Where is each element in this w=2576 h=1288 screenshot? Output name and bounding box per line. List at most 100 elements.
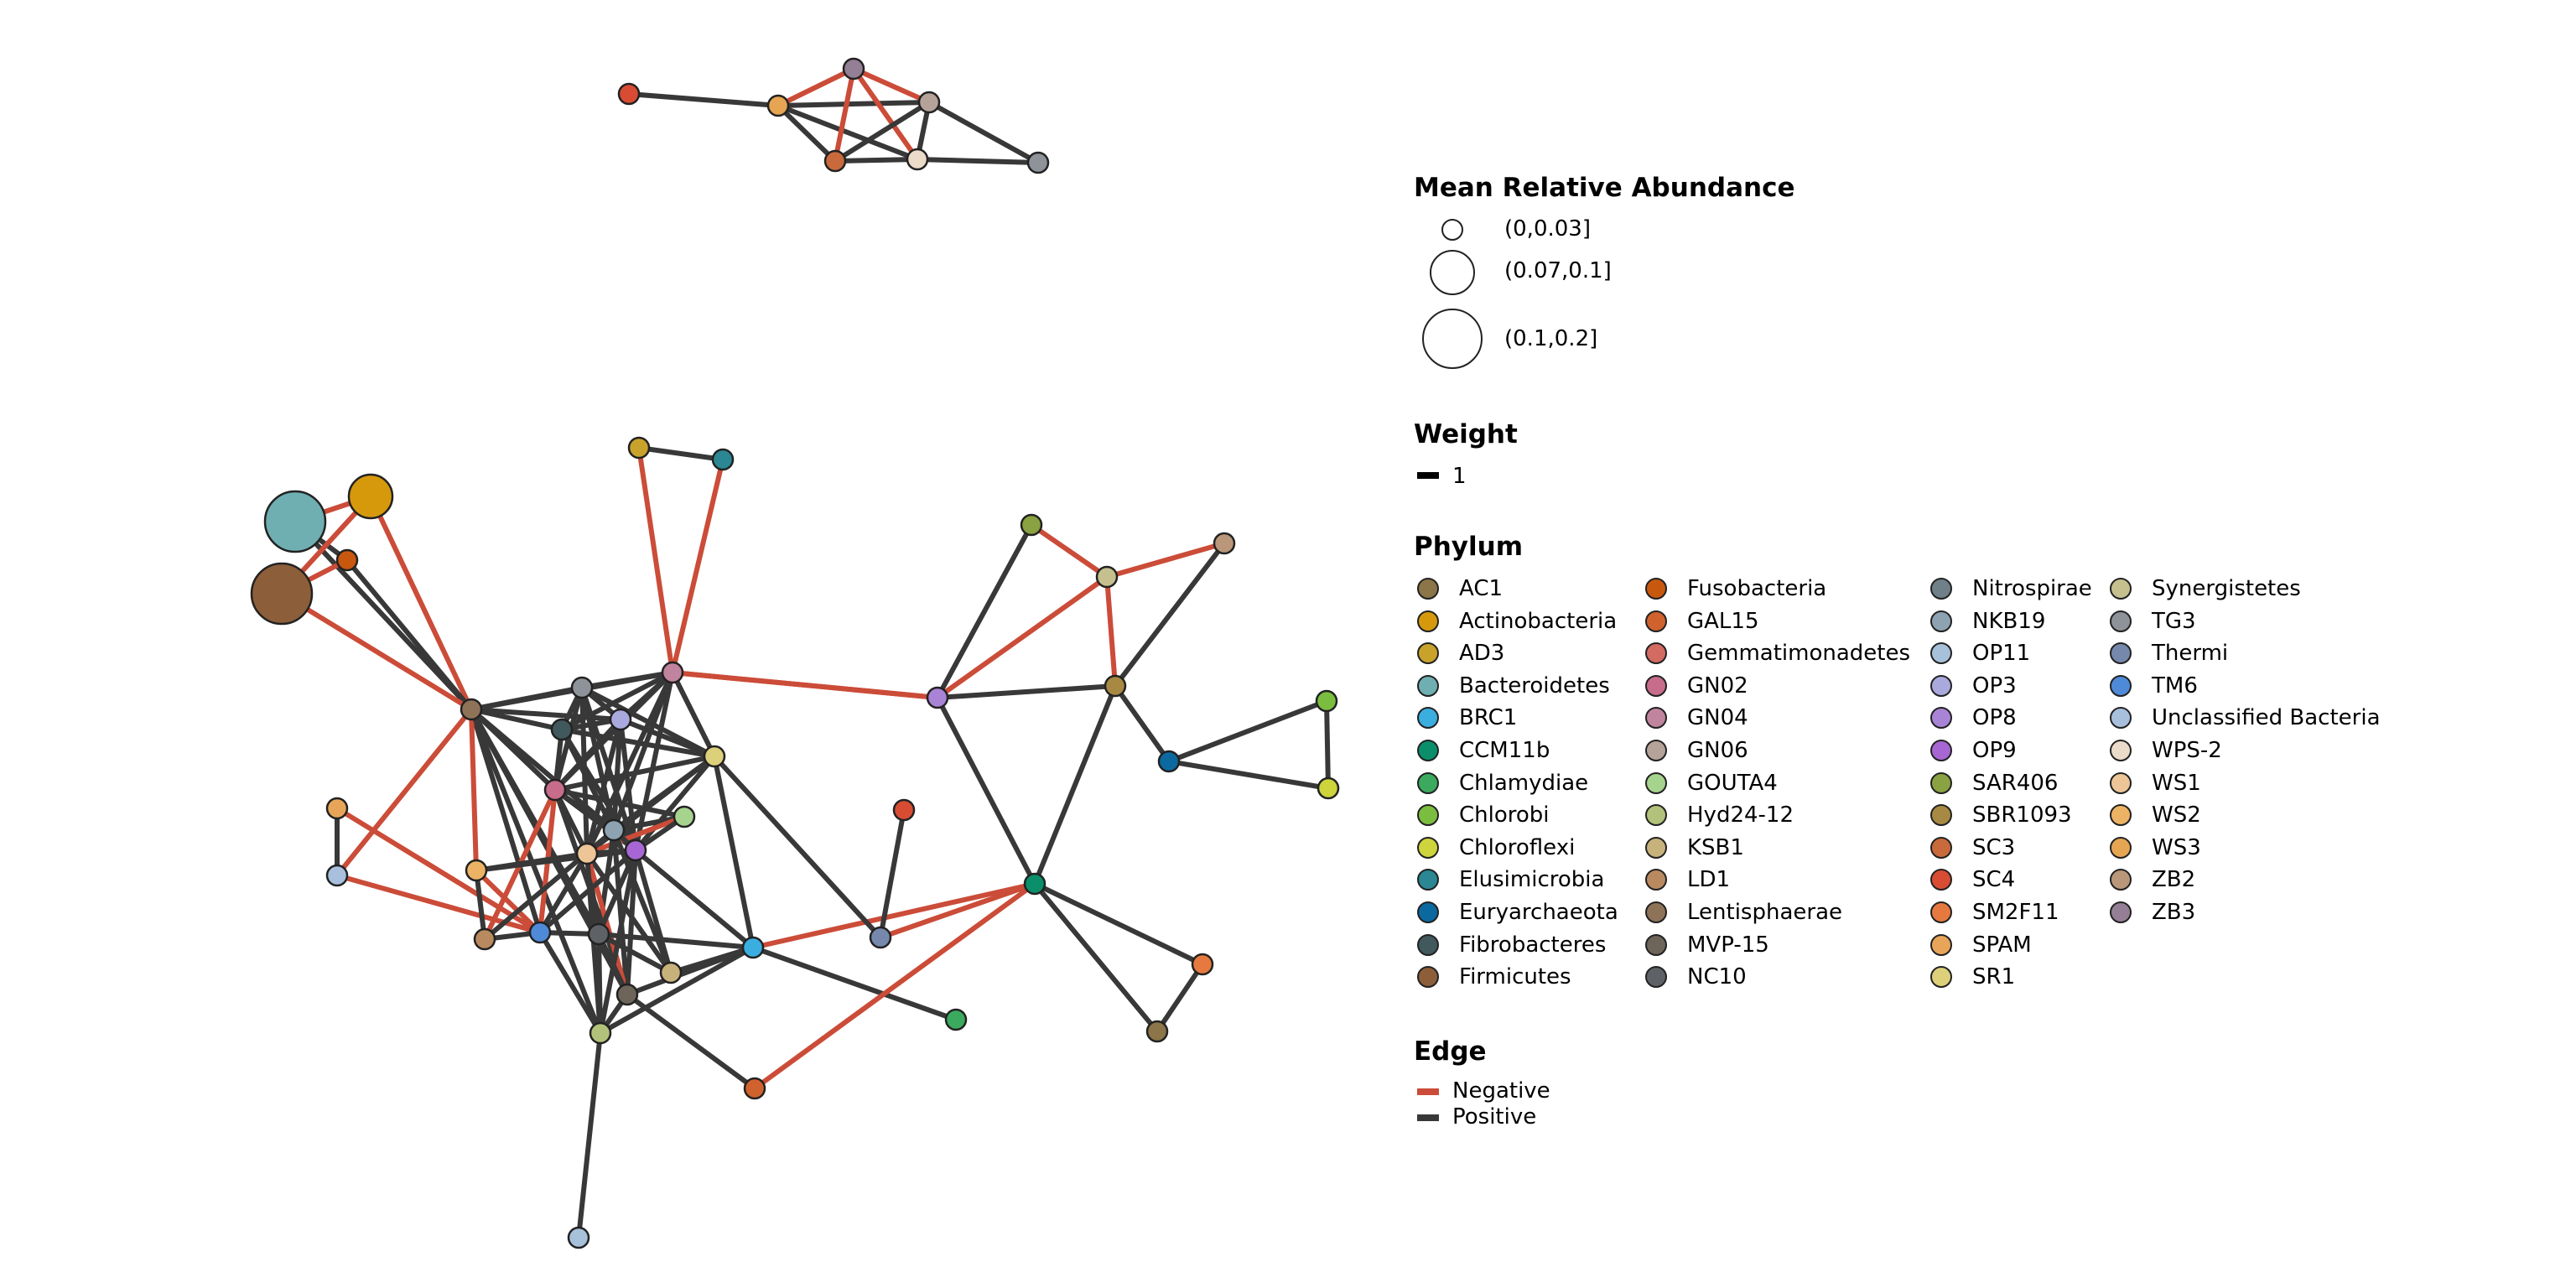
size-circle-medium <box>1430 250 1475 295</box>
phylum-label: Thermi <box>2152 641 2229 667</box>
positive-edge <box>618 717 717 759</box>
phylum-label: Lentisphaerae <box>1687 900 1842 925</box>
node-zb2 <box>1213 532 1236 555</box>
positive-edge <box>776 103 838 164</box>
positive-edge <box>584 851 673 975</box>
phylum-label: Euryarchaeota <box>1459 900 1618 925</box>
positive-edge <box>469 707 623 722</box>
phylum-swatch <box>1930 966 1952 989</box>
negative-edge <box>670 670 940 700</box>
positive-edge <box>469 707 616 833</box>
weight-swatch <box>1417 472 1439 479</box>
phylum-label: TG3 <box>2152 608 2196 634</box>
positive-edge <box>1166 699 1329 764</box>
node-nkb19 <box>602 818 626 842</box>
node-spam <box>325 797 349 820</box>
node-op8 <box>926 686 949 709</box>
node-zb3 <box>842 57 865 80</box>
phylum-swatch <box>2110 674 2132 697</box>
phylum-label: KSB1 <box>1687 834 1744 860</box>
phylum-label: NC10 <box>1687 964 1747 990</box>
negative-edge <box>1104 541 1227 579</box>
node-gal15 <box>743 1077 766 1100</box>
node-thermi <box>869 926 892 949</box>
phylum-label: CCM11b <box>1459 738 1550 763</box>
node-gn06 <box>917 91 941 114</box>
phylum-swatch <box>1417 578 1439 600</box>
phylum-label: GN04 <box>1687 705 1748 731</box>
phylum-swatch <box>1930 933 1952 956</box>
phylum-swatch <box>1930 836 1952 859</box>
node-tg3 <box>1026 151 1050 174</box>
positive-edge <box>935 522 1034 700</box>
phylum-swatch <box>1930 901 1952 923</box>
negative-edge <box>474 868 543 935</box>
node-actinobacteria <box>347 473 394 520</box>
positive-edge <box>596 932 630 997</box>
phylum-swatch <box>1645 642 1667 665</box>
positive-edge <box>576 1031 603 1240</box>
negative-edge <box>776 66 856 108</box>
weight-label: 1 <box>1452 464 1467 489</box>
phylum-swatch <box>1417 804 1439 827</box>
node-ws3 <box>766 94 790 117</box>
phylum-label: ZB3 <box>2152 900 2196 925</box>
negative-edge <box>279 591 474 712</box>
node-ld1 <box>473 927 496 951</box>
positive-edge <box>553 787 687 819</box>
phylum-label: GN02 <box>1687 673 1748 699</box>
phylum-label: SC4 <box>1972 867 2016 893</box>
node-elusimicrobia <box>711 448 735 471</box>
positive-edge <box>1032 881 1160 1034</box>
positive-edge <box>538 930 603 1036</box>
node-synergistetes <box>1095 565 1119 589</box>
phylum-label: GN06 <box>1687 738 1748 763</box>
phylum-label: Chloroflexi <box>1459 834 1576 860</box>
phylum-label: OP3 <box>1972 673 2017 699</box>
node-ws2 <box>465 859 488 882</box>
phylum-swatch <box>1930 610 1952 632</box>
positive-edge <box>293 519 474 712</box>
phylum-legend-title: Phylum <box>1414 532 1523 562</box>
network-nodes <box>250 57 1340 1249</box>
phylum-swatch <box>1645 578 1667 600</box>
negative-edge <box>750 881 1037 950</box>
phylum-label: MVP-15 <box>1687 932 1769 958</box>
network-edges <box>279 66 1331 1240</box>
positive-edge <box>833 157 920 164</box>
phylum-swatch <box>1417 933 1439 956</box>
node-fusobacteria <box>335 548 359 572</box>
negative-edge <box>469 707 479 873</box>
positive-edge <box>626 91 781 108</box>
phylum-swatch <box>1645 869 1667 891</box>
phylum-swatch <box>1417 836 1439 859</box>
phylum-swatch <box>2110 578 2132 600</box>
positive-edge <box>474 848 638 873</box>
positive-edge <box>596 932 603 1036</box>
phylum-label: Chlorobi <box>1459 802 1550 828</box>
node-ccm11b <box>1023 872 1046 896</box>
phylum-swatch <box>1930 771 1952 794</box>
positive-edge <box>625 945 756 997</box>
edge-swatch-negative <box>1417 1088 1439 1095</box>
positive-edge <box>596 932 756 950</box>
positive-edge <box>598 945 756 1036</box>
positive-edge <box>345 558 474 712</box>
phylum-label: Chlamydiae <box>1459 770 1589 796</box>
positive-edge <box>712 754 883 940</box>
negative-edge <box>752 881 1037 1091</box>
phylum-label: SBR1093 <box>1972 802 2072 828</box>
negative-edge <box>833 66 856 164</box>
phylum-swatch <box>1645 610 1667 632</box>
phylum-swatch <box>2110 740 2132 761</box>
node-firmicutes <box>250 562 314 626</box>
phylum-label: BRC1 <box>1459 705 1518 731</box>
phylum-label: AC1 <box>1459 576 1504 601</box>
positive-edge <box>611 828 630 997</box>
phylum-swatch <box>2110 804 2132 827</box>
phylum-swatch <box>2110 771 2132 794</box>
edge-label-positive: Positive <box>1452 1104 1537 1130</box>
phylum-label: Fibrobacteres <box>1459 932 1607 958</box>
positive-edge <box>1113 683 1171 764</box>
positive-edge <box>833 100 932 164</box>
